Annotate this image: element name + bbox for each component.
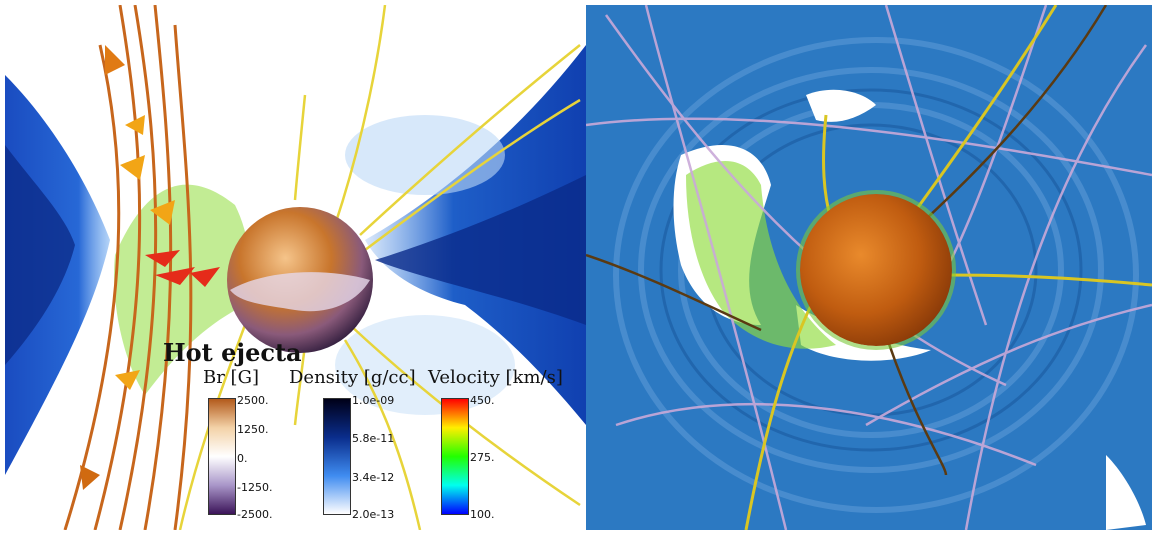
hot-ejecta-label: Hot ejecta [163,338,302,367]
hot-ejecta-isosurface [686,161,836,349]
density-tick: 5.8e-11 [352,432,395,445]
field-lines-yellow [178,5,581,530]
left-visualization-panel: Hot ejecta Br [G] 2500. 1250. 0. -1250. … [5,5,586,530]
br-tick: 1250. [237,423,269,436]
br-colorbar-title: Br [G] [203,367,259,388]
velocity-colorbar [441,398,469,515]
density-colorbar [323,398,351,515]
field-lines-orange [63,5,193,530]
br-colorbar [208,398,236,515]
density-tick-min: 2.0e-13 [352,508,395,521]
right-visualization-panel [586,5,1152,530]
br-tick: -1250. [237,481,273,494]
sun-sphere [800,194,952,346]
br-tick-min: -2500. [237,508,273,521]
density-tick: 3.4e-12 [352,471,395,484]
br-tick: 0. [237,452,248,465]
coronal-density-slice [5,5,586,530]
density-tick-max: 1.0e-09 [352,394,395,407]
top-down-flux-rope-view [586,5,1152,530]
velocity-tick-min: 100. [470,508,495,521]
velocity-tick: 275. [470,451,495,464]
velocity-tick-max: 450. [470,394,495,407]
velocity-colorbar-title: Velocity [km/s] [428,367,563,388]
hot-ejecta-isosurface [114,184,251,395]
density-colorbar-title: Density [g/cc] [289,367,416,388]
velocity-arrows [80,45,220,490]
br-tick-max: 2500. [237,394,269,407]
